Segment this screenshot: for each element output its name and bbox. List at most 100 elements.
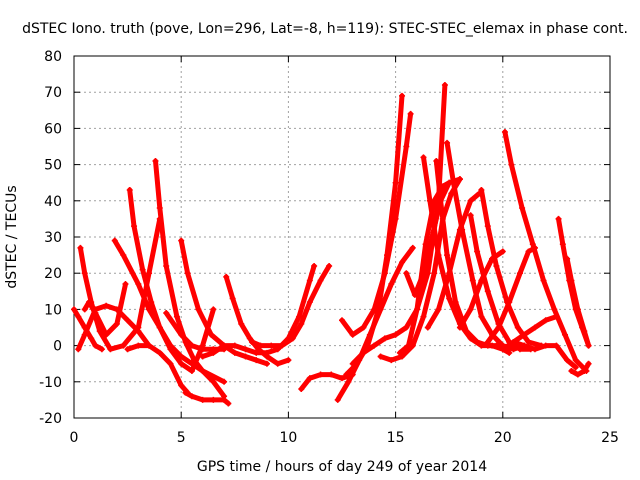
data-point	[422, 241, 429, 248]
data-point	[514, 324, 521, 331]
data-point	[199, 353, 206, 360]
data-point	[124, 317, 131, 324]
y-tick-label: 20	[44, 266, 62, 282]
data-point	[450, 179, 457, 186]
data-point	[456, 176, 463, 183]
y-tick-label: 60	[44, 121, 62, 137]
data-point	[478, 313, 485, 320]
data-point	[81, 270, 88, 277]
data-point	[306, 277, 313, 284]
data-point	[92, 342, 99, 349]
data-point	[77, 244, 84, 251]
data-point	[257, 342, 264, 349]
data-point	[437, 197, 444, 204]
data-point	[221, 378, 228, 385]
data-point	[173, 313, 180, 320]
data-point	[135, 281, 142, 288]
data-point	[581, 328, 588, 335]
data-point	[474, 248, 481, 255]
data-point	[268, 342, 275, 349]
data-point	[199, 346, 206, 353]
axis-ticks	[73, 55, 611, 419]
data-point	[135, 342, 142, 349]
data-point	[81, 331, 88, 338]
data-point	[146, 342, 153, 349]
data-point	[311, 262, 318, 269]
data-point	[156, 205, 163, 212]
data-point	[409, 244, 416, 251]
series-line-arc-06	[127, 187, 216, 374]
data-point	[242, 353, 249, 360]
data-point	[163, 262, 170, 269]
data-point	[92, 310, 99, 317]
data-point	[478, 277, 485, 284]
data-point	[564, 357, 571, 364]
data-point	[426, 197, 433, 204]
data-point	[103, 302, 110, 309]
data-point	[221, 396, 228, 403]
data-point	[317, 277, 324, 284]
data-point	[231, 342, 238, 349]
data-point	[585, 342, 592, 349]
data-point	[564, 255, 571, 262]
data-point	[139, 266, 146, 273]
data-point	[221, 342, 228, 349]
data-point	[531, 244, 538, 251]
data-point	[375, 306, 382, 313]
data-point	[246, 335, 253, 342]
data-point	[519, 205, 526, 212]
data-point	[274, 360, 281, 367]
data-point	[326, 262, 333, 269]
data-point	[529, 241, 536, 248]
data-point	[120, 252, 127, 259]
data-point	[146, 270, 153, 277]
data-point	[407, 110, 414, 117]
data-point	[388, 357, 395, 364]
data-point	[120, 342, 127, 349]
data-point	[199, 396, 206, 403]
data-point	[381, 335, 388, 342]
x-tick-label: 5	[177, 430, 186, 446]
data-point	[178, 382, 185, 389]
data-point	[392, 179, 399, 186]
data-point	[238, 320, 245, 327]
x-tick-label: 15	[387, 430, 405, 446]
data-point	[414, 306, 421, 313]
data-point	[478, 186, 485, 193]
data-point	[572, 364, 579, 371]
data-point	[531, 324, 538, 331]
data-point	[360, 349, 367, 356]
data-point	[444, 252, 451, 259]
y-tick-label: 40	[44, 194, 62, 210]
data-point	[328, 371, 335, 378]
data-point	[433, 157, 440, 164]
data-point	[399, 92, 406, 99]
data-point	[467, 212, 474, 219]
data-point	[542, 342, 549, 349]
data-point	[253, 357, 260, 364]
data-point	[349, 331, 356, 338]
data-point	[510, 338, 517, 345]
data-point	[521, 342, 528, 349]
data-point	[103, 331, 110, 338]
data-point	[178, 360, 185, 367]
data-point	[572, 357, 579, 364]
y-tick-label: -20	[39, 411, 62, 427]
x-axis-label: GPS time / hours of day 249 of year 2014	[197, 459, 487, 475]
data-point	[484, 338, 491, 345]
data-point	[167, 346, 174, 353]
data-point	[88, 335, 95, 342]
data-point	[568, 277, 575, 284]
data-point	[253, 349, 260, 356]
data-point	[167, 360, 174, 367]
data-point	[98, 346, 105, 353]
data-point	[296, 313, 303, 320]
data-point	[188, 393, 195, 400]
y-tick-label: -10	[39, 375, 62, 391]
y-tick-label: 10	[44, 302, 62, 318]
y-tick-label: 70	[44, 85, 62, 101]
data-point	[431, 270, 438, 277]
y-axis-label: dSTEC / TECUs	[4, 185, 20, 288]
data-point	[574, 306, 581, 313]
